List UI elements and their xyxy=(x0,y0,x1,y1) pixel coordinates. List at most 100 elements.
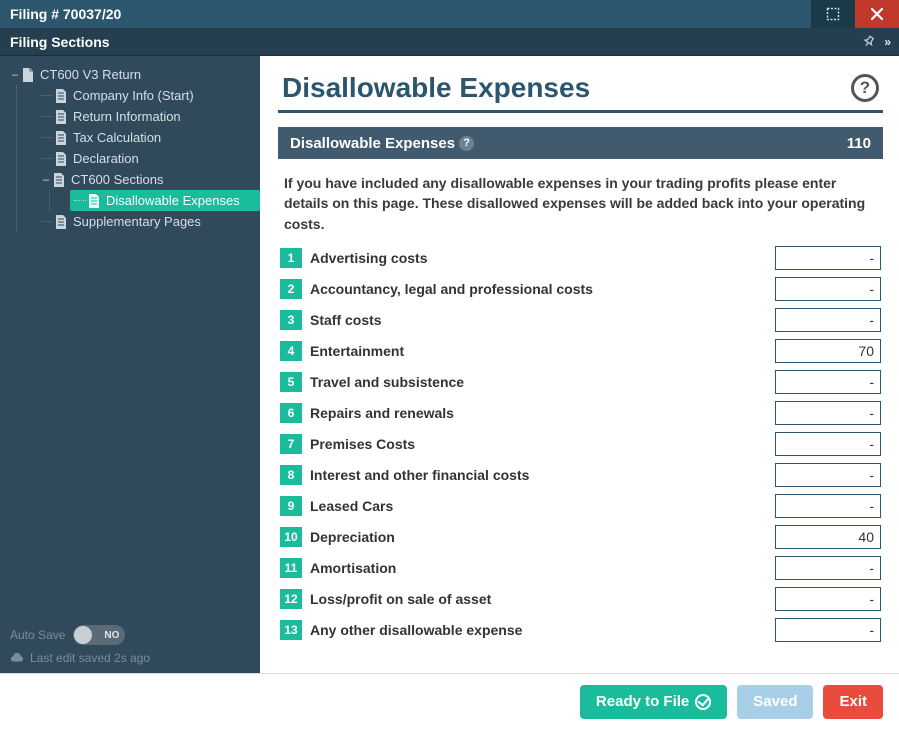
tree-item-disallowable[interactable]: Disallowable Expenses xyxy=(70,190,260,211)
tree-root[interactable]: – CT600 V3 Return xyxy=(6,64,260,85)
row-label: Premises Costs xyxy=(310,436,767,452)
row-input[interactable] xyxy=(775,246,881,270)
window-title: Filing # 70037/20 xyxy=(10,6,121,22)
row-label: Any other disallowable expense xyxy=(310,622,767,638)
tree-item-tax-calc[interactable]: Tax Calculation xyxy=(37,127,260,148)
maximize-button[interactable] xyxy=(811,0,855,28)
row-label: Interest and other financial costs xyxy=(310,467,767,483)
row-number: 11 xyxy=(280,558,302,578)
row-number: 3 xyxy=(280,310,302,330)
row-input[interactable] xyxy=(775,432,881,456)
expense-row: 1 Advertising costs xyxy=(280,246,881,270)
intro-text: If you have included any disallowable ex… xyxy=(278,159,883,246)
sidebar-header-label: Filing Sections xyxy=(10,34,110,50)
expense-row: 4Entertainment xyxy=(280,339,881,363)
row-number: 9 xyxy=(280,496,302,516)
help-icon: ? xyxy=(860,78,870,98)
row-number: 10 xyxy=(280,527,302,547)
row-input[interactable] xyxy=(775,525,881,549)
tree-item-label: Supplementary Pages xyxy=(73,214,201,229)
row-number: 1 xyxy=(280,248,302,268)
expense-row: 8Interest and other financial costs xyxy=(280,463,881,487)
ready-label: Ready to File xyxy=(596,693,689,710)
document-icon xyxy=(55,215,67,229)
tree-toggle-icon[interactable]: – xyxy=(10,69,20,81)
main-content: Disallowable Expenses ? Disallowable Exp… xyxy=(260,56,899,673)
panel-help-icon[interactable]: ? xyxy=(459,136,474,151)
row-input[interactable] xyxy=(775,277,881,301)
row-input[interactable] xyxy=(775,556,881,580)
expense-row: 12 Loss/profit on sale of asset xyxy=(280,587,881,611)
expense-row: 6 Repairs and renewals xyxy=(280,401,881,425)
saved-label: Saved xyxy=(753,693,797,710)
row-input[interactable] xyxy=(775,308,881,332)
exit-button[interactable]: Exit xyxy=(823,685,883,719)
autosave-toggle[interactable]: NO xyxy=(73,625,125,645)
footer-bar: Ready to File Saved Exit xyxy=(0,673,899,729)
panel-title: Disallowable Expenses xyxy=(290,135,455,152)
toggle-knob-icon xyxy=(74,626,92,644)
expense-rows: 1 Advertising costs 2 Accountancy, legal an… xyxy=(278,246,883,642)
check-circle-icon xyxy=(695,694,711,710)
row-label: Loss/profit on sale of asset xyxy=(310,591,767,607)
row-number: 5 xyxy=(280,372,302,392)
page-title: Disallowable Expenses xyxy=(282,72,590,104)
row-label: Depreciation xyxy=(310,529,767,545)
document-icon xyxy=(22,68,34,82)
expense-row: 5 Travel and subsistence xyxy=(280,370,881,394)
saved-button: Saved xyxy=(737,685,813,719)
row-label: Entertainment xyxy=(310,343,767,359)
ready-to-file-button[interactable]: Ready to File xyxy=(580,685,727,719)
tree-item-declaration[interactable]: Declaration xyxy=(37,148,260,169)
row-input[interactable] xyxy=(775,401,881,425)
panel-total: 110 xyxy=(847,135,871,152)
expense-row: 13 Any other disallowable expense xyxy=(280,618,881,642)
row-number: 12 xyxy=(280,589,302,609)
row-label: Advertising costs xyxy=(310,250,767,266)
row-number: 7 xyxy=(280,434,302,454)
tree-item-label: Return Information xyxy=(73,109,181,124)
row-number: 6 xyxy=(280,403,302,423)
help-button[interactable]: ? xyxy=(851,74,879,102)
row-number: 13 xyxy=(280,620,302,640)
row-input[interactable] xyxy=(775,587,881,611)
maximize-icon xyxy=(826,7,840,21)
tree-toggle-icon[interactable]: – xyxy=(41,174,51,186)
expense-row: 7 Premises Costs xyxy=(280,432,881,456)
collapse-icon[interactable]: » xyxy=(884,35,891,49)
row-input[interactable] xyxy=(775,618,881,642)
tree-item-supplementary[interactable]: Supplementary Pages xyxy=(37,211,260,232)
tree-item-ct600-sections[interactable]: –CT600 Sections xyxy=(37,169,260,190)
row-label: Staff costs xyxy=(310,312,767,328)
document-icon xyxy=(55,110,67,124)
close-button[interactable] xyxy=(855,0,899,28)
pin-icon[interactable] xyxy=(862,35,874,50)
row-input[interactable] xyxy=(775,463,881,487)
document-icon xyxy=(55,131,67,145)
autosave-label: Auto Save xyxy=(10,628,65,642)
expense-row: 2 Accountancy, legal and professional cos… xyxy=(280,277,881,301)
document-icon xyxy=(55,152,67,166)
exit-label: Exit xyxy=(839,693,867,710)
row-label: Accountancy, legal and professional cost… xyxy=(310,281,767,297)
row-label: Leased Cars xyxy=(310,498,767,514)
document-icon xyxy=(53,173,65,187)
expense-row: 11Amortisation xyxy=(280,556,881,580)
row-input[interactable] xyxy=(775,339,881,363)
row-label: Travel and subsistence xyxy=(310,374,767,390)
sidebar: – CT600 V3 Return Company Info (Start) R… xyxy=(0,56,260,673)
tree-item-return-info[interactable]: Return Information xyxy=(37,106,260,127)
row-input[interactable] xyxy=(775,370,881,394)
row-input[interactable] xyxy=(775,494,881,518)
cloud-icon xyxy=(10,653,24,663)
tree-item-company-info[interactable]: Company Info (Start) xyxy=(37,85,260,106)
sidebar-header: Filing Sections » xyxy=(0,28,899,56)
row-label: Repairs and renewals xyxy=(310,405,767,421)
panel-header: Disallowable Expenses ? 110 xyxy=(278,127,883,159)
autosave-toggle-label: NO xyxy=(104,630,119,641)
sidebar-footer: Auto Save NO Last edit saved 2s ago xyxy=(10,625,250,665)
row-number: 2 xyxy=(280,279,302,299)
tree-item-label: Tax Calculation xyxy=(73,130,161,145)
tree-item-label: Declaration xyxy=(73,151,139,166)
window-controls xyxy=(811,0,899,28)
